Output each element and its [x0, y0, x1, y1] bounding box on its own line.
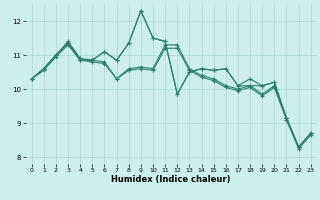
X-axis label: Humidex (Indice chaleur): Humidex (Indice chaleur): [111, 175, 231, 184]
